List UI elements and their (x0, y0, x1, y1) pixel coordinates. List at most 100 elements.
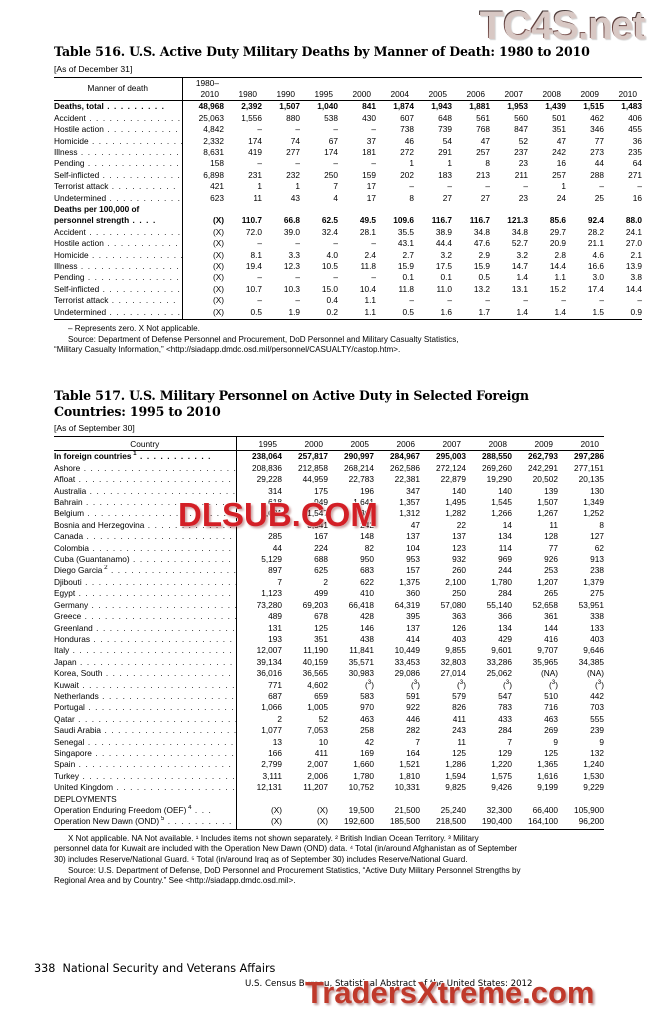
table-cell: 1,780 (353, 770, 374, 781)
table-cell: 15.9 (397, 261, 414, 271)
table-cell: 288,550 (482, 451, 512, 462)
table-cell: 242 (360, 519, 374, 530)
table-cell: 134 (498, 622, 512, 633)
table-cell: 406 (628, 112, 642, 123)
row-label: Hostile action . . . . . . . . . . . . (54, 238, 182, 249)
table-517-footnotes: X Not applicable. NA Not available. ¹ In… (54, 834, 604, 887)
leader-dots: . . . . (129, 215, 157, 226)
table-cell: 52 (318, 713, 328, 724)
table-cell: 0.5 (402, 306, 414, 317)
table-cell: 411 (314, 747, 328, 758)
row-label: Diego Garcia 2 . . . . . . . . . . . . .… (54, 565, 236, 576)
table-cell: 2.1 (630, 249, 642, 260)
table-cell: 24 (556, 192, 566, 203)
row-label: Germany . . . . . . . . . . . . . . . . … (54, 600, 236, 611)
table-cell: 618 (235, 497, 282, 509)
row-label: Canada . . . . . . . . . . . . . . . . .… (54, 531, 236, 542)
page-footer-source: U.S. Census Bureau, Statistical Abstract… (245, 979, 533, 989)
table-cell: 462 (590, 112, 604, 123)
table-cell: 5,129 (235, 554, 282, 566)
leader-dots: . . . . . . . . . . . . . . . . . . . . … (83, 462, 236, 473)
col-header-1990: 1990 (276, 88, 295, 99)
deployments-header-row: DEPLOYMENTS (54, 793, 604, 805)
row-label: Egypt . . . . . . . . . . . . . . . . . … (54, 588, 236, 599)
row-label-text: Singapore (54, 747, 92, 758)
table-cell: 46 (404, 135, 414, 146)
table-cell: 1,349 (583, 497, 604, 508)
row-label-text: In foreign countries (54, 451, 132, 462)
leader-dots: . . . . . . . . . . . . . . . . . . . . … (89, 485, 236, 496)
table-cell: 1,521 (399, 759, 420, 770)
table-cell: 134 (498, 531, 512, 542)
table-cell: 11.8 (398, 283, 414, 294)
table-cell: 208,836 (235, 462, 282, 475)
row-label: Cuba (Guantanamo) . . . . . . . . . . . … (54, 554, 236, 565)
table-cell: (3) (503, 678, 512, 690)
table-cell: 131 (235, 622, 282, 634)
leader-dots: . . . . . . . . . . . . . . . . . . . . … (88, 702, 236, 713)
table-cell: 1,252 (583, 508, 604, 519)
table-cell: 238,064 (235, 450, 282, 463)
table-cell: 3.3 (288, 249, 300, 260)
table-cell: – (371, 124, 376, 135)
col-header-1980-2010-line1: 1980– (181, 77, 224, 89)
table-cell: 10,331 (394, 782, 420, 793)
table-cell: 11,207 (303, 782, 328, 793)
table-row: Hostile action . . . . . . . . . . . . (X… (54, 238, 642, 250)
col-header-country: Country (130, 439, 160, 449)
row-label-text: Operation New Dawn (OND) (54, 816, 160, 827)
leader-dots: . . . . . . . . . . . (164, 816, 236, 827)
table-cell: 250 (452, 588, 466, 599)
table-cell: 33,286 (486, 656, 512, 667)
table-cell: 54 (442, 135, 452, 146)
table-cell: 1,575 (491, 770, 512, 781)
table-cell: 9,646 (583, 645, 604, 656)
row-label: Belgium . . . . . . . . . . . . . . . . … (54, 508, 236, 519)
table-cell: 395 (406, 611, 420, 622)
table-row: Turkey . . . . . . . . . . . . . . . . .… (54, 770, 604, 783)
leader-dots: . . . . . . . . . . . . . . . . . . . . … (87, 508, 236, 519)
leader-dots: . . . . . . . . . . . . . . . . . . . . … (86, 497, 236, 508)
table-cell: 48,968 (181, 100, 224, 113)
table-cell: 703 (590, 702, 604, 713)
table-cell: – (333, 158, 338, 169)
table-row: Bahrain . . . . . . . . . . . . . . . . … (54, 497, 604, 509)
deployments-header: DEPLOYMENTS (54, 793, 117, 804)
table-cell: 6,898 (181, 169, 224, 182)
col-header-517-2009: 2009 (534, 439, 553, 449)
table-cell: 21,500 (394, 805, 420, 815)
table-cell: (X) (181, 283, 224, 296)
table-cell: 218,500 (436, 816, 466, 827)
table-cell: 1,483 (621, 101, 642, 112)
table-row: Germany . . . . . . . . . . . . . . . . … (54, 599, 604, 612)
table-cell: 66,400 (532, 805, 558, 815)
table-517-subtitle: [As of September 30] (54, 423, 135, 433)
table-cell: 23 (518, 192, 528, 203)
row-label: Greece . . . . . . . . . . . . . . . . .… (54, 611, 236, 622)
table-cell: 687 (235, 690, 282, 703)
row-label: Senegal . . . . . . . . . . . . . . . . … (54, 737, 236, 748)
col-header-1980-2010-line2: 2010 (181, 88, 224, 101)
table-cell: 239 (590, 725, 604, 736)
table-cell: 67 (328, 135, 338, 146)
row-label-text: Pending (54, 158, 85, 169)
table-cell: 1,874 (393, 101, 414, 112)
table-cell: 366 (498, 611, 512, 622)
row-label-text: United Kingdom (54, 782, 114, 793)
table-cell: 7,053 (307, 725, 328, 736)
table-cell: – (409, 295, 414, 306)
table-cell: 15.9 (473, 261, 490, 271)
table-cell: 237 (514, 146, 528, 157)
table-cell: – (295, 158, 300, 169)
col-header-manner-of-death: Manner of death (87, 83, 148, 94)
table-row: Canada . . . . . . . . . . . . . . . . .… (54, 531, 604, 543)
col-header-1980: 1980 (238, 88, 257, 99)
table-row: Singapore . . . . . . . . . . . . . . . … (54, 747, 604, 760)
table-cell: (X) (181, 215, 224, 227)
table-cell: 547 (498, 690, 512, 701)
table-516-source-1: Source: Department of Defense Personnel … (68, 334, 459, 344)
table-cell: 42 (364, 736, 374, 747)
table-cell: 0.1 (440, 272, 452, 283)
table-row: Self-inflicted . . . . . . . . . . . . 6,… (54, 169, 642, 182)
table-cell: (3) (457, 678, 466, 690)
